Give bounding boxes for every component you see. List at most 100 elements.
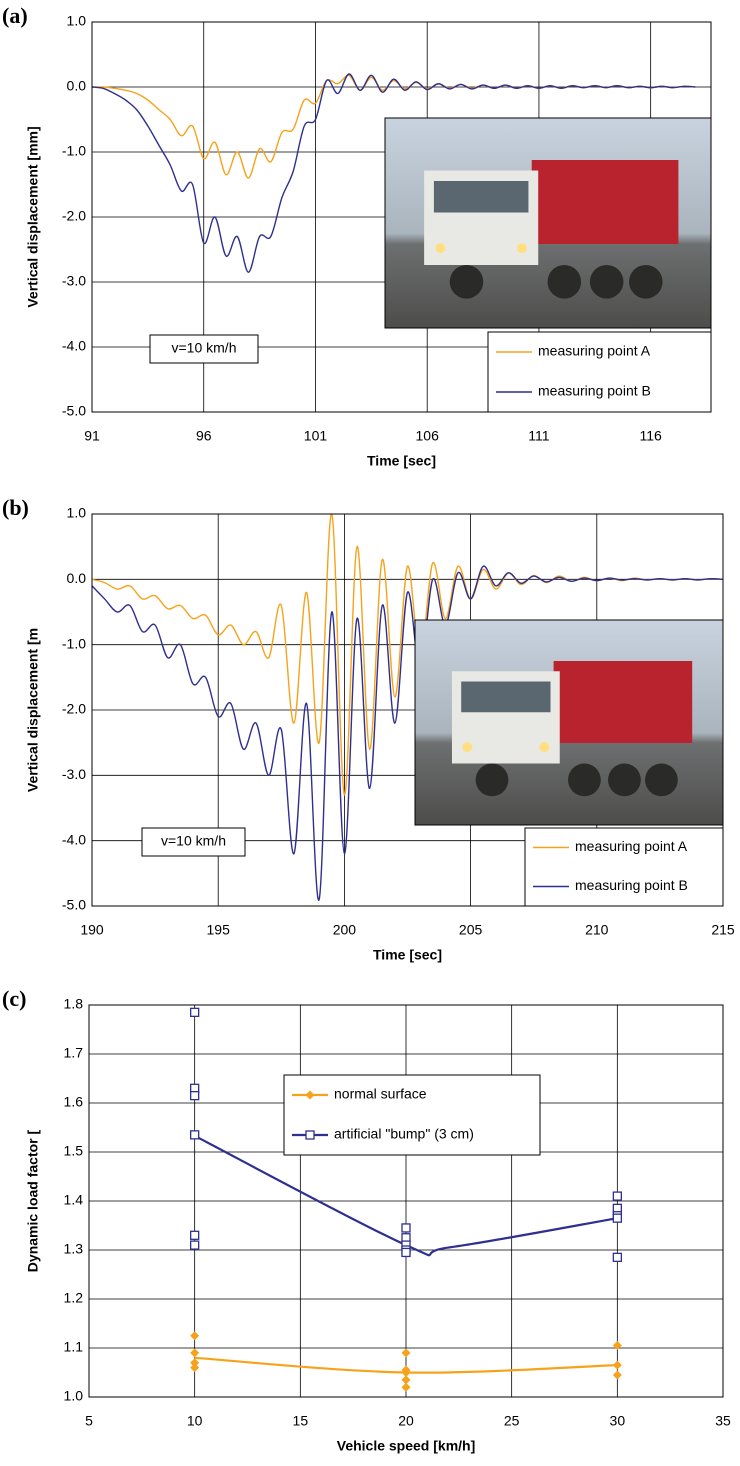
photo-wheel [449,265,484,299]
plot-area [92,514,723,901]
x-tick-label: 91 [84,428,100,444]
legend-label: measuring point A [538,343,651,359]
y-tick-label: 1.5 [64,1143,84,1159]
legend-label: normal surface [334,1086,427,1102]
panel-label: (a) [2,3,28,28]
x-tick-label: 210 [585,922,609,938]
photo-wheel [547,265,582,299]
x-tick-label: 101 [304,428,328,444]
x-tick-label: 25 [504,1413,520,1429]
point [190,1007,200,1017]
y-tick-label: 1.0 [64,1388,84,1404]
x-axis-title: Time [sec] [367,453,436,469]
y-tick-label: 1.4 [64,1192,84,1208]
data-line [92,73,696,273]
point [190,1348,200,1358]
y-tick-label: -2.0 [62,208,86,224]
point [612,1360,622,1370]
photo-truck-bed [553,661,693,743]
photo-headlight [435,243,446,254]
y-tick-label: -4.0 [62,831,86,847]
legend-label: measuring point B [538,383,651,399]
point [401,1223,411,1233]
point [401,1348,411,1358]
y-tick-label: 1.6 [64,1094,84,1110]
x-axis-title: Vehicle speed [km/h] [337,1438,476,1454]
photo-headlight [516,243,527,254]
y-tick-label: -5.0 [62,897,86,913]
x-tick-label: 15 [293,1413,309,1429]
photo-wheel [645,763,678,797]
point [401,1368,411,1377]
annotation: v=10 km/h [161,833,226,849]
y-tick-label: -3.0 [62,273,86,289]
photo-wheel [629,265,663,299]
y-tick-label: -2.0 [62,701,86,717]
legend-marker [305,1130,315,1140]
legend-box [524,827,724,907]
y-tick-label: -5.0 [62,403,86,419]
annotation: v=10 km/h [172,340,237,356]
point [612,1341,622,1351]
photo-wheel [475,763,509,797]
photo-wheel [568,763,601,797]
photo-wheel [589,265,624,299]
x-tick-label: 111 [528,428,549,444]
legend-box [487,331,712,413]
y-tick-label: -1.0 [62,635,86,651]
x-tick-label: 116 [640,428,663,444]
x-tick-label: 106 [416,428,440,444]
photo-truck-bed [531,160,679,244]
x-axis-title: Time [sec] [373,947,442,963]
y-tick-label: 1.0 [67,13,87,29]
point [401,1382,411,1392]
y-axis-title: Vertical displacement [m [25,628,41,792]
y-tick-label: 0.0 [67,570,87,586]
x-tick-label: 35 [715,1413,731,1429]
x-tick-label: 96 [196,428,212,444]
plot-border [91,21,712,413]
x-tick-label: 5 [85,1413,93,1429]
point [190,1358,200,1368]
x-tick-label: 200 [333,922,357,938]
point [612,1252,622,1262]
annotation-box [149,334,259,364]
legend-label: measuring point A [575,838,688,854]
y-tick-label: 1.0 [67,505,87,521]
y-tick-label: 1.2 [64,1290,84,1306]
y-tick-label: 1.8 [64,996,84,1012]
x-tick-label: 205 [459,922,483,938]
y-tick-label: -3.0 [62,766,86,782]
x-tick-label: 30 [610,1413,626,1429]
point [190,1240,200,1250]
point [190,1130,200,1140]
plot-area [92,73,696,273]
x-tick-label: 215 [711,922,735,938]
panel-label: (b) [2,495,29,520]
y-tick-label: 1.1 [64,1339,84,1355]
point [190,1091,200,1101]
plot-border [88,1004,724,1398]
legend-marker [305,1090,315,1100]
photo-headlight [462,742,473,753]
photo-truck-window [461,681,551,713]
y-axis-title: Dynamic load factor [ [25,1129,41,1272]
y-tick-label: -1.0 [62,143,86,159]
legend-label: measuring point B [575,877,688,893]
panel-label: (c) [2,986,26,1011]
point [612,1191,622,1201]
y-tick-label: 1.7 [64,1045,84,1061]
y-tick-label: 1.3 [64,1241,84,1257]
photo-wheel [608,763,641,797]
x-tick-label: 10 [187,1413,203,1429]
legend-box [283,1074,541,1156]
x-tick-label: 195 [207,922,231,938]
plot-border [91,513,724,907]
point [612,1370,622,1380]
x-tick-label: 20 [398,1413,414,1429]
legend-label: artificial "bump" (3 cm) [334,1126,474,1142]
point [401,1247,411,1258]
trend-line [194,1134,618,1257]
y-tick-label: -4.0 [62,338,86,354]
